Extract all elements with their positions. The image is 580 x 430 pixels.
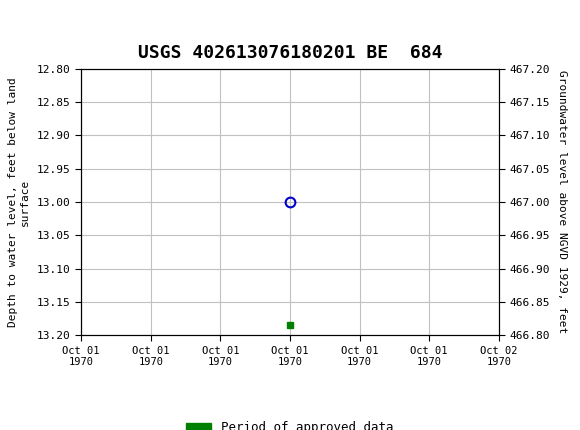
Text: USGS 402613076180201 BE  684: USGS 402613076180201 BE 684 [138,44,442,62]
Text: ≡USGS: ≡USGS [17,16,84,36]
Y-axis label: Groundwater level above NGVD 1929, feet: Groundwater level above NGVD 1929, feet [557,71,567,334]
Legend: Period of approved data: Period of approved data [182,416,399,430]
Y-axis label: Depth to water level, feet below land
surface: Depth to water level, feet below land su… [9,77,30,327]
